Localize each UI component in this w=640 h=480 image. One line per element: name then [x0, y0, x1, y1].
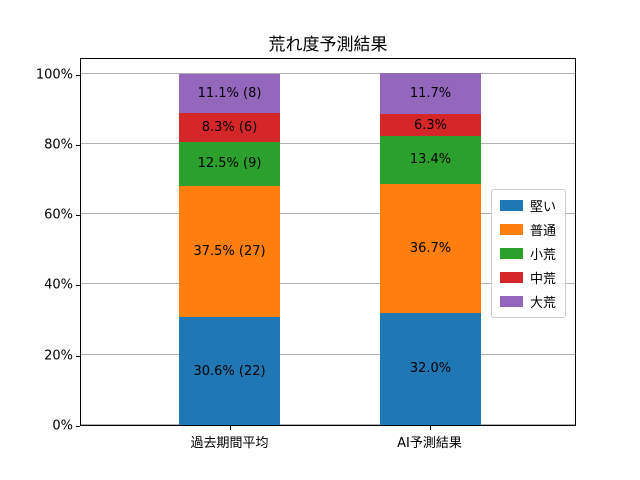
legend: 堅い普通小荒中荒大荒: [491, 189, 567, 318]
y-tick-mark: [76, 144, 80, 146]
bar-segment: 13.4%: [380, 136, 481, 184]
gridline: [81, 72, 575, 74]
bar-segment-label: 8.3% (6): [201, 119, 258, 135]
bar-segment: 36.7%: [380, 183, 481, 313]
y-tick-mark: [76, 426, 80, 427]
y-tick-label: 100%: [35, 67, 73, 82]
legend-row: 堅い: [500, 196, 556, 215]
bar-segment: 6.3%: [380, 114, 481, 137]
bar-segment-label: 11.7%: [409, 86, 452, 102]
legend-label: 中荒: [530, 272, 557, 287]
x-tick-label: 過去期間平均: [190, 436, 269, 451]
legend-label: 大荒: [530, 296, 557, 311]
gridline: [81, 213, 575, 215]
bar-segment: 12.5% (9): [179, 141, 280, 186]
bar-segment-label: 11.1% (8): [197, 85, 262, 101]
bar-segment: 11.7%: [380, 73, 481, 115]
y-tick-label: 60%: [44, 207, 73, 223]
bar-segment: 32.0%: [380, 312, 481, 425]
x-tick-label: AI予測結果: [397, 436, 462, 451]
bar-segment-label: 13.4%: [409, 152, 452, 168]
legend-label: 堅い: [530, 200, 557, 215]
stacked-bar: 32.0% 36.7% 13.4% 6.3% 11.7%: [380, 57, 481, 425]
y-tick-mark: [76, 355, 80, 357]
y-tick-label: 80%: [44, 137, 73, 153]
bar-segment-label: 37.5% (27): [193, 244, 266, 260]
legend-swatch: [500, 200, 523, 211]
legend-swatch: [500, 224, 523, 235]
bar-segment-label: 6.3%: [413, 117, 448, 133]
stacked-bar: 30.6% (22) 37.5% (27) 12.5% (9) 8.3% (6) 11.…: [179, 57, 280, 425]
legend-swatch: [500, 248, 523, 259]
legend-row: 普通: [500, 220, 556, 239]
bar-segment: 8.3% (6): [179, 112, 280, 142]
y-tick-label: 20%: [44, 348, 73, 364]
legend-row: 小荒: [500, 244, 556, 263]
chart-title: 荒れ度予測結果: [268, 35, 388, 55]
gridline: [81, 142, 575, 144]
x-tick-mark: [229, 426, 231, 430]
legend-label: 小荒: [530, 248, 557, 263]
y-tick-label: 0%: [52, 418, 73, 434]
y-tick-mark: [76, 74, 80, 76]
legend-label: 普通: [530, 224, 557, 239]
gridline: [81, 283, 575, 285]
bar-segment-label: 36.7%: [409, 240, 452, 256]
bar-segment: 37.5% (27): [179, 185, 280, 318]
bar-segment-label: 30.6% (22): [193, 363, 266, 379]
legend-swatch: [500, 272, 523, 283]
y-tick-mark: [76, 285, 80, 287]
y-tick-label: 40%: [44, 277, 73, 293]
y-tick-mark: [76, 215, 80, 217]
legend-swatch: [500, 296, 523, 307]
bar-segment: 30.6% (22): [179, 317, 280, 425]
bar-segment-label: 12.5% (9): [197, 156, 262, 172]
bar-segment-label: 32.0%: [409, 361, 452, 377]
bar-segment: 11.1% (8): [179, 73, 280, 113]
x-tick-mark: [429, 426, 431, 430]
legend-row: 大荒: [500, 292, 556, 311]
gridline: [81, 424, 575, 425]
legend-row: 中荒: [500, 268, 556, 287]
gridline: [81, 353, 575, 355]
